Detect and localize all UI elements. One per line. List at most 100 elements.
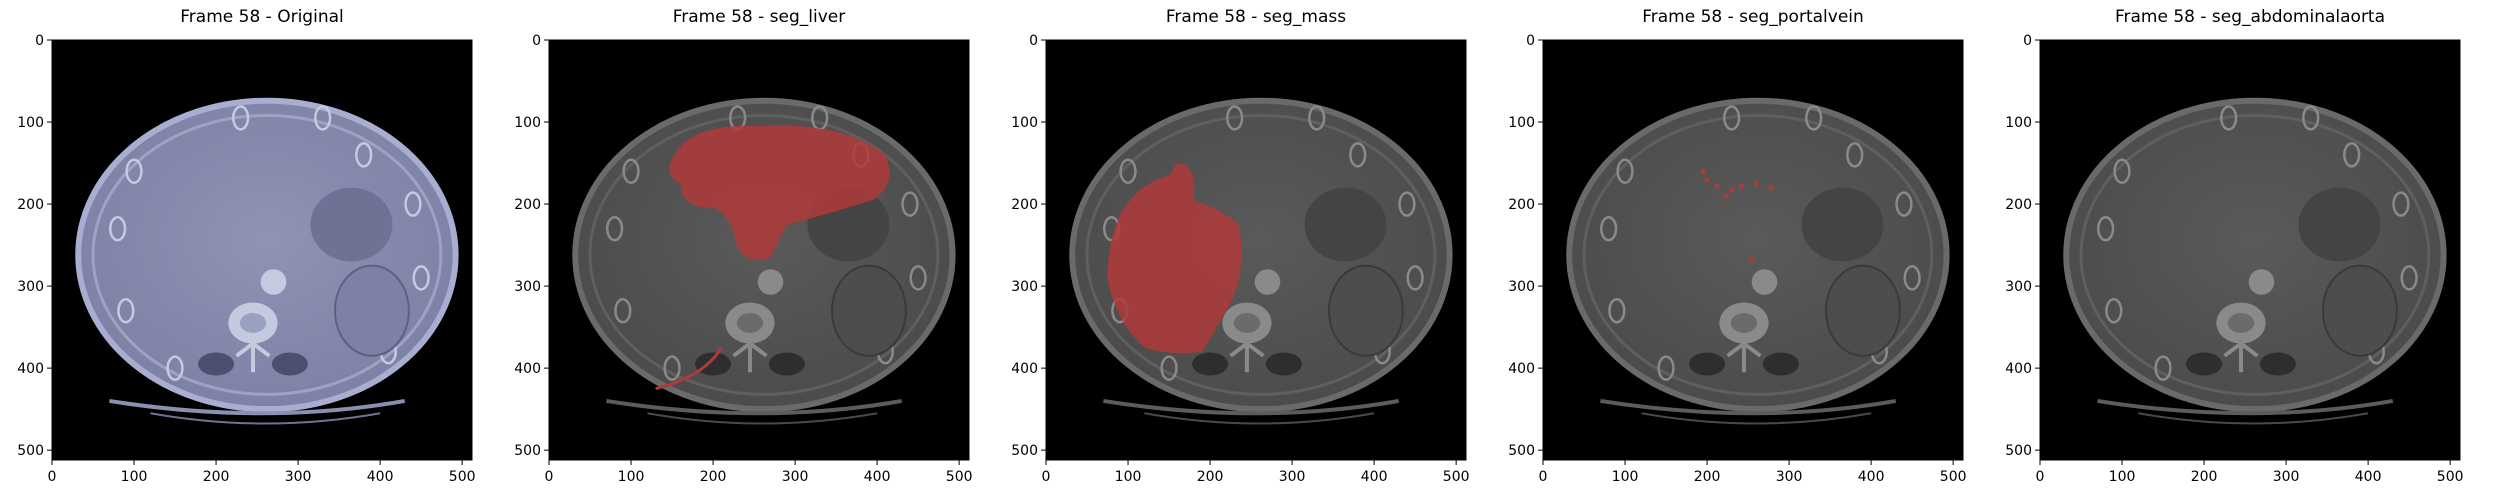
y-tick-label: 200 xyxy=(1508,197,1535,213)
x-tick-label: 100 xyxy=(1115,469,1142,485)
fat-layer xyxy=(2079,113,2431,396)
aorta xyxy=(757,269,784,295)
ct-table xyxy=(606,398,903,416)
rib xyxy=(232,105,250,131)
y-tick-label: 300 xyxy=(514,279,541,295)
muscle xyxy=(198,352,235,376)
spleen xyxy=(831,264,907,357)
x-tick-label: 300 xyxy=(1776,469,1803,485)
ct-table xyxy=(1600,398,1897,416)
fat-layer xyxy=(1582,113,1934,396)
x-tick-label: 400 xyxy=(367,469,394,485)
ct-slice xyxy=(75,97,459,425)
muscle xyxy=(1762,352,1799,376)
ct-table xyxy=(2097,398,2394,416)
y-tick-label: 300 xyxy=(17,279,44,295)
y-tick-label: 100 xyxy=(1011,115,1038,131)
stomach xyxy=(2298,187,2381,262)
muscle xyxy=(1689,352,1726,376)
fat-layer xyxy=(1085,113,1437,396)
rib xyxy=(125,158,143,184)
panel-5: Frame 58 - seg_abdominalaorta 0 100 200 300 4… xyxy=(2005,7,2463,485)
x-tick-label: 200 xyxy=(203,469,230,485)
spleen xyxy=(1825,264,1901,357)
vertebral-body xyxy=(1233,313,1261,333)
rib xyxy=(614,297,632,324)
panel-title: Frame 58 - seg_portalvein xyxy=(1642,7,1864,27)
muscle xyxy=(695,352,732,376)
portalvein-mask-spot xyxy=(1749,257,1755,263)
rib xyxy=(2220,105,2238,131)
x-tick-label: 100 xyxy=(2109,469,2136,485)
rib xyxy=(2096,215,2115,242)
rib xyxy=(1608,297,1626,324)
y-tick-label: 100 xyxy=(1508,115,1535,131)
ct-table-lower xyxy=(2138,412,2369,425)
muscle xyxy=(271,352,308,376)
rib xyxy=(404,191,422,217)
muscle xyxy=(768,352,805,376)
portalvein-mask-spot xyxy=(1704,176,1710,183)
ct-slice xyxy=(2063,97,2447,425)
segmentation-mask xyxy=(1107,163,1242,354)
x-tick-label: 300 xyxy=(285,469,312,485)
portalvein-mask-spot xyxy=(1714,183,1720,189)
rib xyxy=(355,142,373,168)
rib xyxy=(909,265,927,291)
axes-frame xyxy=(51,39,473,461)
spinous-process xyxy=(2223,341,2259,373)
x-tick-label: 300 xyxy=(2273,469,2300,485)
body-outline xyxy=(2063,97,2447,413)
rib xyxy=(108,215,127,242)
axes-frame xyxy=(2039,39,2461,461)
panel-title: Frame 58 - seg_mass xyxy=(1166,7,1346,27)
spleen xyxy=(2322,264,2398,357)
rib xyxy=(117,297,135,324)
x-tick-label: 500 xyxy=(946,469,973,485)
rib xyxy=(1846,142,1864,168)
x-tick-label: 500 xyxy=(2437,469,2464,485)
muscle xyxy=(2259,352,2296,376)
rib xyxy=(2343,142,2361,168)
x-tick-label: 200 xyxy=(700,469,727,485)
rib xyxy=(1657,355,1675,381)
rib xyxy=(1723,105,1741,131)
rib xyxy=(1805,105,1823,131)
axes-frame xyxy=(1045,39,1467,461)
aorta xyxy=(2248,269,2275,295)
x-tick-label: 500 xyxy=(1443,469,1470,485)
rib xyxy=(2392,191,2410,217)
panel-title: Frame 58 - seg_abdominalaorta xyxy=(2115,7,2385,27)
fat-layer xyxy=(588,113,940,396)
x-tick-label: 200 xyxy=(1694,469,1721,485)
liver-mask-fragment xyxy=(655,346,723,391)
ct-table xyxy=(109,398,406,416)
muscle xyxy=(1192,352,1229,376)
rib xyxy=(1599,215,1618,242)
y-tick-label: 300 xyxy=(1508,279,1535,295)
rib xyxy=(2400,265,2418,291)
spinous-process xyxy=(1229,341,1265,373)
y-tick-label: 200 xyxy=(17,197,44,213)
segmentation-mask xyxy=(655,125,890,391)
y-tick-label: 500 xyxy=(1011,443,1038,459)
segmentation-mask xyxy=(1700,168,1774,263)
y-tick-label: 100 xyxy=(2005,115,2032,131)
y-tick-label: 0 xyxy=(2023,33,2032,49)
y-tick-label: 300 xyxy=(1011,279,1038,295)
y-tick-label: 200 xyxy=(1011,197,1038,213)
rib xyxy=(605,215,624,242)
x-tick-label: 200 xyxy=(2191,469,2218,485)
body-outline xyxy=(75,97,459,413)
rib xyxy=(1903,265,1921,291)
x-tick-label: 0 xyxy=(545,469,554,485)
ct-table-lower xyxy=(647,412,878,425)
x-tick-label: 100 xyxy=(618,469,645,485)
y-tick-label: 100 xyxy=(17,115,44,131)
rib xyxy=(1895,191,1913,217)
rib xyxy=(412,265,430,291)
vertebral-body xyxy=(239,313,267,333)
